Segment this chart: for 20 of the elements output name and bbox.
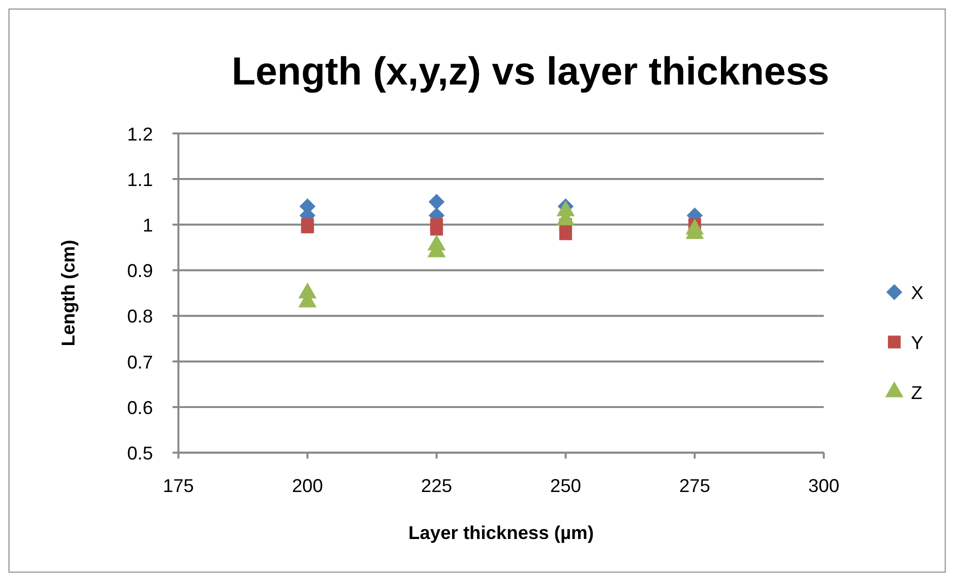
x-tick-label: 225	[421, 474, 452, 496]
x-axis-title: Layer thickness (µm)	[408, 522, 594, 543]
legend-label: Y	[910, 332, 924, 353]
y-tick-label: 0.6	[127, 396, 153, 418]
y-tick-label: 0.9	[127, 260, 153, 282]
x-tick-label: 275	[679, 474, 710, 496]
y-axis-title: Length (cm)	[58, 240, 79, 346]
y-tick-label: 1	[142, 214, 153, 236]
x-tick-label: 175	[162, 474, 194, 496]
x-tick-label: 300	[808, 474, 840, 496]
legend-label: Z	[910, 382, 922, 403]
chart-title: Length (x,y,z) vs layer thickness	[232, 50, 830, 94]
y-tick-label: 0.8	[127, 306, 153, 327]
y-tick-label: 0.5	[127, 442, 153, 464]
y-tick-label: 0.7	[127, 351, 153, 372]
x-tick-label: 250	[550, 474, 582, 496]
y-tick-label: 1.1	[127, 168, 153, 190]
y-tick-label: 1.2	[127, 123, 153, 144]
legend-label: X	[910, 282, 924, 303]
x-tick-label: 200	[292, 474, 323, 496]
